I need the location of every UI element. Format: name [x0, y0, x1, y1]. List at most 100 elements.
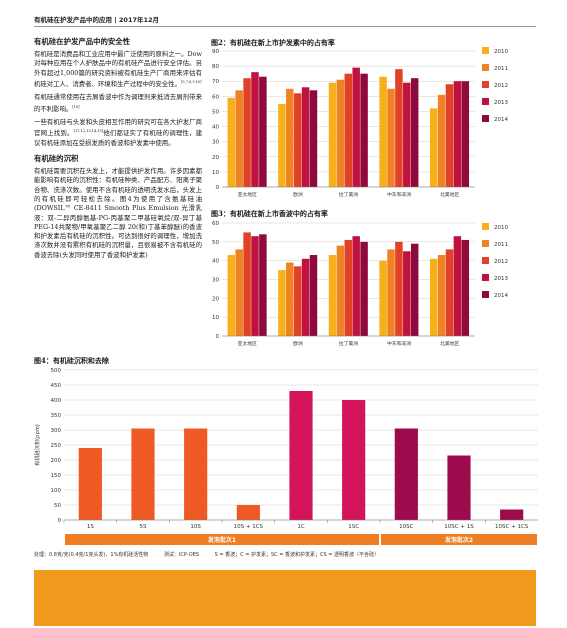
footnote-test: 测试：ICP-OES	[163, 552, 199, 558]
bar	[500, 509, 524, 520]
legend-swatch	[482, 64, 489, 71]
x-tick-label: 欧洲	[293, 191, 303, 198]
bar	[445, 249, 454, 336]
bar	[344, 73, 353, 187]
y-tick-label: 30	[212, 140, 219, 146]
page-header: 有机硅在护发产品中的应用 | 2017年12月	[34, 16, 160, 24]
footnote-legend: S = 香波；C = 护发素；SC = 香波和护发素；CS = 透明香波（不含硅…	[214, 552, 380, 558]
bar	[278, 103, 286, 187]
y-axis-label: 有机硅沉积(ppm)	[33, 424, 41, 466]
bar	[278, 270, 286, 336]
group-label: 发泡批次1	[207, 536, 236, 544]
bar	[251, 72, 259, 187]
bar	[360, 73, 368, 187]
paragraph-4: 有机硅需要沉积在头发上，才能提供护发作用。许多因素都能影响有机硅的沉积性：有机硅…	[34, 167, 202, 259]
x-tick-label: 中东和非洲	[387, 191, 411, 198]
bar	[342, 400, 366, 520]
y-tick-label: 300	[51, 428, 62, 434]
bar	[352, 236, 360, 336]
footer-banner	[34, 570, 536, 626]
bar	[360, 241, 368, 336]
y-tick-label: 80	[212, 64, 219, 70]
x-tick-label: 中东和非洲	[387, 340, 411, 347]
bar	[259, 76, 267, 187]
bar	[403, 251, 411, 336]
y-tick-label: 150	[51, 473, 62, 479]
y-tick-label: 90	[212, 49, 219, 55]
bar	[78, 448, 102, 520]
y-tick-label: 400	[51, 398, 62, 404]
group-label: 发泡批次2	[444, 536, 473, 544]
bar	[429, 108, 438, 187]
bar	[410, 78, 419, 187]
bar	[259, 234, 267, 336]
legend-label: 2011	[494, 242, 508, 248]
fig3-chart: 0 10 20 30 40 50 60 亚太地区 欧洲 拉丁美洲 中东和非洲 北美地区 2010 2011…	[212, 221, 508, 347]
bar	[309, 255, 318, 336]
fig2-title: 图2：有机硅在新上市护发素中的占有率	[211, 38, 335, 47]
y-tick-label: 200	[51, 458, 62, 464]
bar	[301, 87, 310, 187]
legend-swatch	[482, 81, 489, 88]
bar	[293, 93, 302, 187]
legend-swatch	[482, 47, 489, 54]
bar	[227, 255, 236, 336]
paragraph-1: 有机硅是消费品和工业应用中最广泛使用的原料之一。Dow对每种应用在个人护肤品中的…	[34, 50, 202, 89]
y-tick-label: 0	[58, 518, 62, 524]
x-tick-label: 1C	[297, 524, 304, 530]
bar	[410, 243, 419, 336]
y-tick-label: 50	[54, 503, 61, 509]
section-title-deposition: 有机硅的沉积	[34, 154, 79, 164]
y-tick-label: 100	[51, 488, 62, 494]
bar	[437, 94, 446, 187]
bar	[328, 82, 337, 187]
legend-swatch	[482, 115, 489, 122]
group-band	[381, 534, 537, 545]
bar	[336, 245, 345, 336]
legend-swatch	[482, 240, 489, 247]
bar	[235, 90, 243, 187]
figure-footnote: 处理：0.8克/克(0.4克/1克头发)，1%有机硅活性物 测试：ICP-OES…	[34, 551, 393, 558]
x-tick-label: 1SC	[348, 524, 359, 530]
bar	[235, 249, 243, 336]
fig2-chart: 0 10 20 30 40 50 60 70 80 90 亚太地区 欧洲 拉丁美洲 中东和非洲 北美地区 20…	[212, 47, 508, 198]
bar	[328, 255, 337, 336]
x-tick-label: 10SC + 1S	[444, 524, 474, 530]
legend-swatch	[482, 98, 489, 105]
bar	[447, 455, 471, 520]
y-tick-label: 10	[212, 170, 219, 176]
x-tick-label: 10S + 1CS	[234, 524, 264, 530]
legend-label: 2013	[494, 276, 508, 282]
legend-label: 2014	[494, 117, 508, 123]
y-tick-label: 60	[212, 221, 219, 227]
bar	[437, 255, 446, 336]
x-tick-label: 10SC	[399, 524, 413, 530]
y-tick-label: 500	[51, 368, 62, 374]
bar	[461, 81, 470, 187]
bar	[243, 78, 251, 187]
bar	[461, 239, 470, 336]
y-tick-label: 40	[212, 259, 219, 265]
section-title-safety: 有机硅在护发产品中的安全性	[34, 37, 131, 46]
paragraph-1-text: 有机硅是消费品和工业应用中最广泛使用的原料之一。Dow对每种应用在个人护肤品中的…	[34, 50, 202, 89]
bar	[336, 79, 345, 187]
y-tick-label: 450	[51, 383, 62, 389]
x-tick-label: 北美地区	[440, 340, 459, 347]
fig4-chart: 0 50 100 150 200 250 300 350 400 450 500 1S 5S 10S 10S…	[33, 368, 538, 545]
footnote-treatment: 处理：0.8克/克(0.4克/1克头发)，1%有机硅活性物	[34, 552, 149, 558]
bar	[453, 81, 462, 187]
ref-3: [11,12,13,14,15]	[73, 129, 104, 134]
bar	[131, 428, 155, 520]
legend-swatch	[482, 223, 489, 230]
bar	[301, 258, 310, 336]
legend-label: 2012	[494, 83, 508, 89]
x-tick-label: 5S	[140, 524, 147, 530]
left-column: 有机硅在护发产品中的安全性 有机硅是消费品和工业应用中最广泛使用的原料之一。Do…	[34, 37, 202, 264]
x-tick-label: 10S	[190, 524, 201, 530]
bar	[379, 260, 387, 336]
legend-label: 2010	[494, 49, 508, 55]
bar	[236, 505, 260, 520]
bar	[289, 391, 313, 520]
fig4-title: 图4：有机硅沉积和去除	[34, 356, 109, 365]
bar	[243, 232, 251, 336]
